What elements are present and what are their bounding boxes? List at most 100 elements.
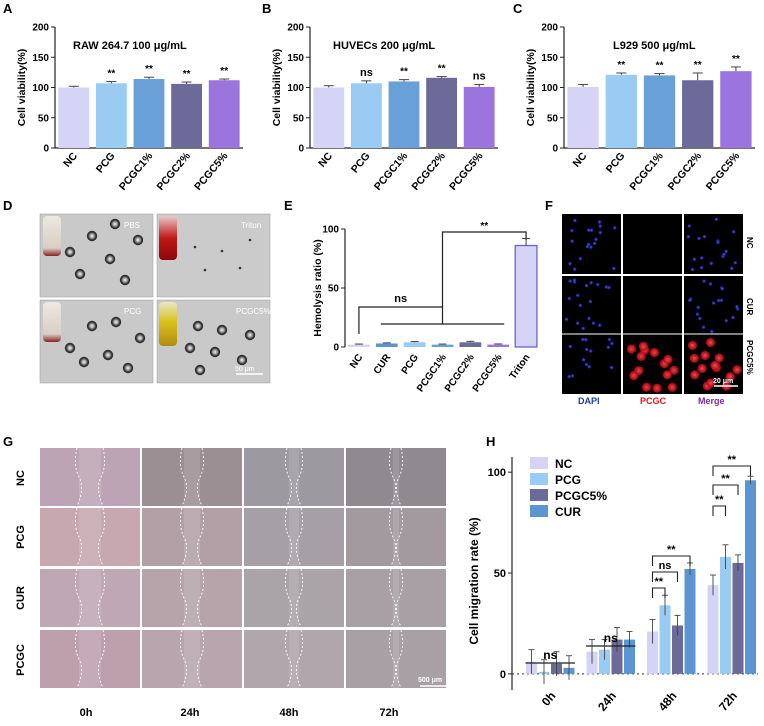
wound-edge-left: [74, 629, 82, 689]
rbc-cell: [86, 320, 98, 332]
x-tick-label: PCGC2%: [154, 150, 193, 193]
significance-label: **: [183, 69, 191, 80]
x-tick-label: PCGC5%: [447, 150, 486, 193]
nucleus-dot: [609, 365, 614, 370]
pcgc-cell: [732, 365, 742, 375]
scratch-tile: [40, 630, 140, 688]
nucleus-dot: [567, 374, 571, 379]
panel-letter-b: B: [262, 1, 271, 16]
nucleus-dot: [716, 240, 720, 245]
nucleus-dot: [584, 283, 589, 288]
panel-letter-h: H: [486, 434, 495, 449]
bar-nc-48h: [647, 631, 658, 674]
wound-edge-right: [396, 629, 404, 689]
scratch-gap: [289, 508, 299, 566]
y-tick-label: 50: [328, 284, 340, 295]
nucleus-dot: [584, 362, 589, 367]
significance-label: ns: [473, 70, 486, 82]
legend-swatch: [530, 457, 548, 469]
rbc-cell: [110, 316, 122, 328]
fluorescence-tile: [623, 214, 682, 274]
wound-edge-right: [396, 568, 404, 628]
nucleus-dot: [575, 321, 580, 325]
scratch-tile: [142, 569, 242, 627]
rbc-cell: [78, 356, 90, 368]
y-tick-label: 50: [38, 113, 50, 124]
rbc-cell: [102, 349, 114, 361]
nucleus-dot: [735, 304, 739, 309]
bar-nc: [348, 344, 370, 347]
significance-label: **: [108, 68, 116, 79]
scratch-tile: [346, 448, 446, 506]
scratch-tile: [244, 448, 344, 506]
nucleus-dot: [731, 229, 736, 234]
panel-d-hemolysis-micrographs: PBS Triton PCG PCGC5% 50 μm: [39, 213, 271, 384]
fluorescence-tile: [684, 214, 743, 274]
scalebar-g-label: 500 μm: [418, 677, 442, 684]
bar-nc-72h: [707, 585, 719, 674]
nucleus-dot: [687, 298, 692, 303]
nucleus-dot: [724, 318, 729, 323]
nucleus-dot: [567, 296, 572, 301]
pcgc-cell: [706, 378, 716, 388]
nucleus-dot: [701, 325, 706, 329]
nucleus-dot: [733, 260, 738, 265]
nucleus-dot: [709, 261, 714, 266]
pcgc-cell: [689, 353, 699, 363]
rbc-cell: [64, 246, 76, 258]
nucleus-dot: [568, 261, 572, 266]
bar-pcg: [350, 83, 382, 148]
pcgc-cell: [700, 350, 710, 361]
x-tick-label: 0h: [539, 689, 559, 709]
nucleus-dot: [591, 321, 596, 325]
nucleus-dot: [695, 312, 700, 316]
nucleus-dot: [607, 285, 611, 290]
bracket: [651, 587, 666, 598]
nucleus-dot: [729, 266, 734, 271]
bar-cur-24h: [624, 639, 635, 674]
bracket-label: ns: [543, 648, 557, 662]
wound-edge-right: [296, 447, 304, 507]
f-col-dapi: DAPI: [578, 396, 600, 406]
scratch-gap: [393, 448, 399, 506]
nucleus-dot: [581, 337, 585, 342]
nucleus-dot: [716, 298, 721, 303]
nucleus-dot: [702, 279, 706, 283]
x-tick-label: NC: [348, 352, 365, 370]
scratch-gap: [289, 630, 299, 688]
rbc-cell: [216, 324, 228, 336]
pcgc-cell: [667, 382, 677, 392]
x-tick-label: PCGC1%: [627, 150, 666, 193]
nucleus-dot: [592, 241, 597, 246]
pcgc-cell: [638, 341, 648, 351]
y-tick-label: 100: [541, 83, 558, 94]
bracket-label: **: [727, 454, 736, 466]
pcgc-cell: [629, 371, 639, 381]
rbc-cell: [119, 274, 131, 286]
scratch-tile: [142, 508, 242, 566]
rbc-cell: [104, 253, 116, 265]
rbc-cell: [244, 329, 256, 341]
nucleus-dot: [731, 315, 735, 320]
f-col-pcgc: PCGC: [640, 396, 667, 406]
significance-label: **: [617, 60, 625, 71]
wound-edge-left: [388, 568, 396, 628]
x-tick-label: Triton: [508, 352, 533, 381]
nucleus-dot: [587, 316, 591, 321]
nucleus-dot: [610, 341, 614, 346]
x-tick-label: PCG: [349, 150, 373, 175]
pcgc-cell: [662, 370, 672, 380]
y-tick-label: 100: [32, 83, 49, 94]
y-axis-label: Cell migration rate (%): [467, 517, 481, 644]
significance-label: **: [438, 64, 446, 75]
rbc-cell: [132, 234, 144, 246]
panel-f-fluorescence-grid: NC CUR PCGC5% DAPI PCGC Merge 20 μm: [562, 214, 754, 406]
bracket-label: ns: [604, 631, 618, 645]
f-row-pcgc5: PCGC5%: [745, 340, 754, 375]
tube-pbs: [43, 216, 61, 256]
bar-pcg-48h: [659, 605, 671, 674]
scratch-gap: [184, 448, 200, 506]
bracket-label: ns: [659, 560, 672, 572]
y-tick-label: 100: [287, 83, 304, 94]
wound-edge-left: [179, 568, 187, 628]
